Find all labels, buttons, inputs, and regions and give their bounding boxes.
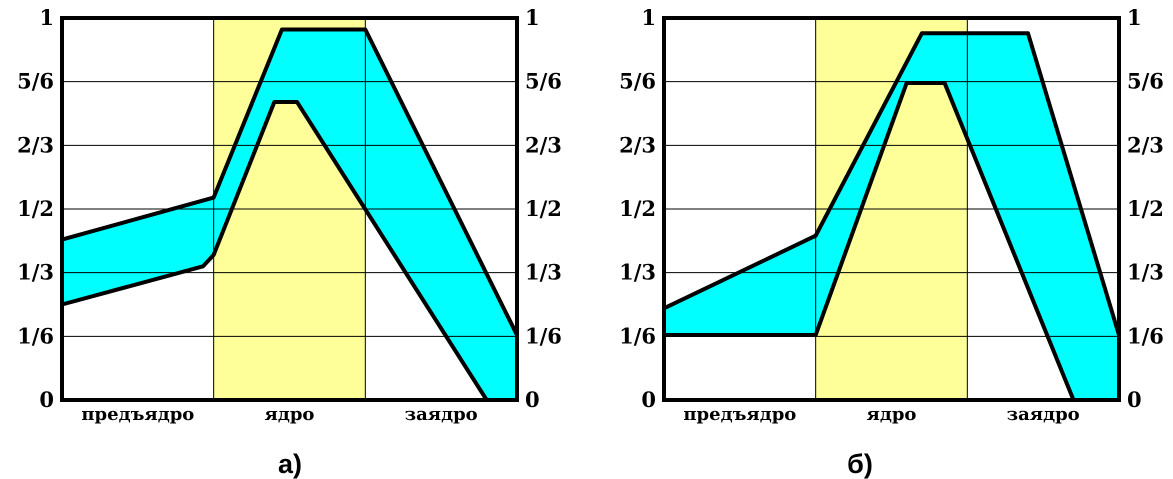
y-tick-label-left: 1/3 [17, 260, 54, 285]
y-tick-label-right: 1/2 [525, 196, 562, 221]
y-tick-label-left: 1 [39, 5, 54, 30]
y-tick-label-left: 2/3 [619, 132, 656, 157]
category-label: заядро [1007, 404, 1080, 425]
chart-b: 0 0 1/6 1/6 1/3 1/3 1/2 1/2 2/3 2/3 5/6 5/6 1 1 предъя… [619, 5, 1164, 479]
y-tick-label-right: 0 [1127, 387, 1142, 412]
lower-bound-line [664, 80, 1076, 401]
y-tick-label-right: 1/3 [525, 260, 562, 285]
y-tick-label-right: 2/3 [1127, 132, 1164, 157]
y-tick-label-right: 1/6 [525, 323, 562, 348]
y-tick-label-left: 1 [641, 5, 656, 30]
y-tick-label-right: 0 [525, 387, 540, 412]
y-tick-label-left: 1/2 [17, 196, 54, 221]
plot-frame [662, 16, 1121, 402]
y-tick-label-left: 1/3 [619, 260, 656, 285]
category-label: ядро [867, 404, 917, 425]
panel-caption: б) [847, 449, 873, 479]
category-label: предъядро [81, 404, 194, 425]
y-tick-label-left: 5/6 [619, 69, 656, 94]
y-tick-label-right: 1/2 [1127, 196, 1164, 221]
upper-bound-line [61, 27, 519, 336]
y-tick-label-right: 1/6 [1127, 323, 1164, 348]
y-tick-label-right: 1 [1127, 5, 1142, 30]
plot-frame [60, 16, 519, 402]
category-label: предъядро [683, 404, 796, 425]
y-tick-label-left: 0 [39, 387, 54, 412]
y-tick-label-right: 2/3 [525, 132, 562, 157]
category-label: ядро [265, 404, 315, 425]
y-tick-label-left: 1/6 [619, 323, 656, 348]
envelope-area [62, 29, 517, 401]
chart-a: 0 0 1/6 1/6 1/3 1/3 1/2 1/2 2/3 2/3 5/6 5/6 1 1 предъя… [17, 5, 562, 479]
category-label: заядро [405, 404, 478, 425]
envelope-area [664, 33, 1119, 400]
panel-caption: а) [278, 449, 302, 479]
y-tick-label-left: 1/2 [619, 196, 656, 221]
lower-bound-line [61, 100, 489, 402]
y-tick-label-left: 5/6 [17, 69, 54, 94]
y-tick-label-right: 1/3 [1127, 260, 1164, 285]
y-tick-label-right: 5/6 [525, 69, 562, 94]
y-tick-label-right: 1 [525, 5, 540, 30]
y-tick-label-left: 1/6 [17, 323, 54, 348]
y-tick-label-right: 5/6 [1127, 69, 1164, 94]
y-tick-label-left: 2/3 [17, 132, 54, 157]
y-tick-label-left: 0 [641, 387, 656, 412]
upper-bound-line [663, 31, 1121, 336]
